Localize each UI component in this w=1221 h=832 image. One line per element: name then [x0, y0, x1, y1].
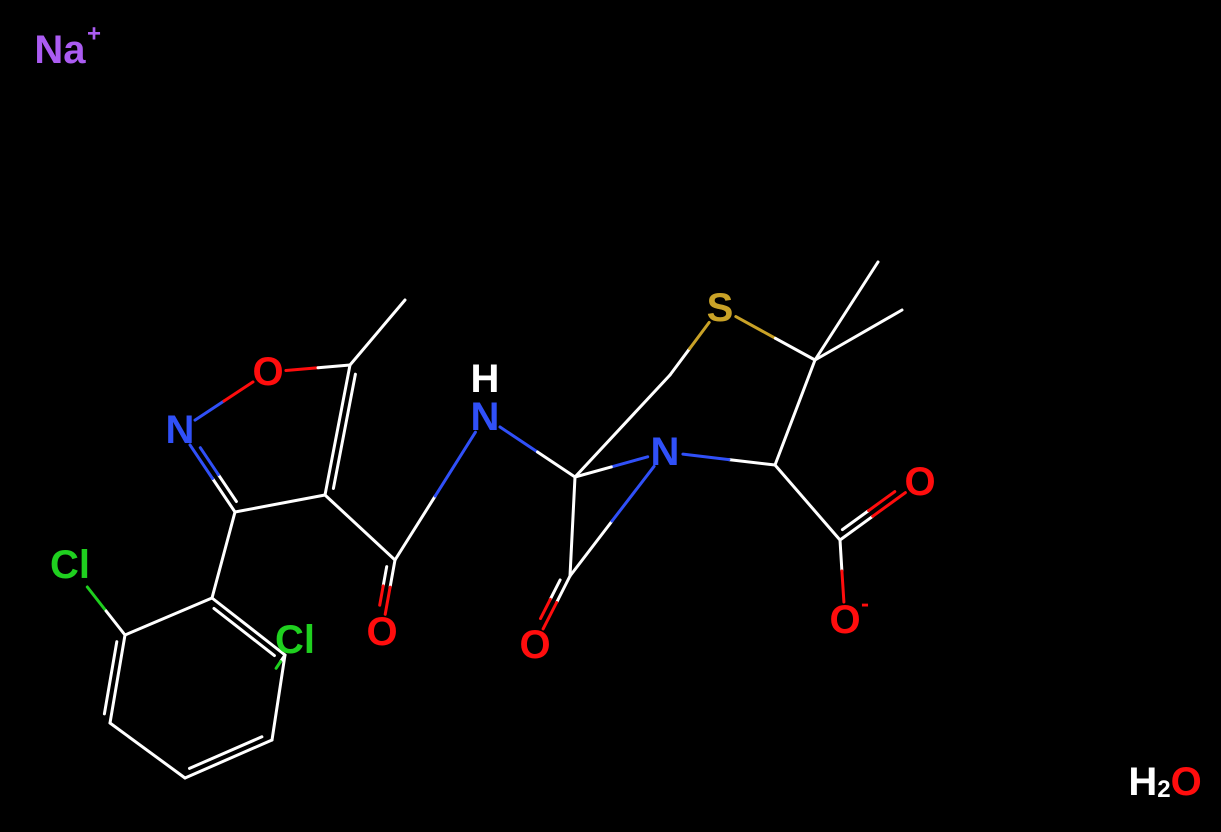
atom-s: S [707, 286, 734, 330]
atom-o: O [829, 598, 860, 642]
charge-label: + [87, 21, 101, 48]
atom-o: O [366, 610, 397, 654]
atom-cl: Cl [275, 618, 315, 662]
molecule-diagram: Na+ClClNOONHONSOO-H2O [0, 0, 1221, 832]
charge-label: - [861, 591, 869, 618]
water-label: H2O [1128, 760, 1201, 804]
atom-o: O [252, 350, 283, 394]
atom-n: N [166, 408, 195, 452]
atom-h: H [471, 357, 500, 401]
atom-n: N [651, 430, 680, 474]
atom-cl: Cl [50, 543, 90, 587]
atom-o: O [904, 460, 935, 504]
atom-na: Na [34, 28, 86, 72]
atom-n: N [471, 395, 500, 439]
atom-o: O [519, 623, 550, 667]
